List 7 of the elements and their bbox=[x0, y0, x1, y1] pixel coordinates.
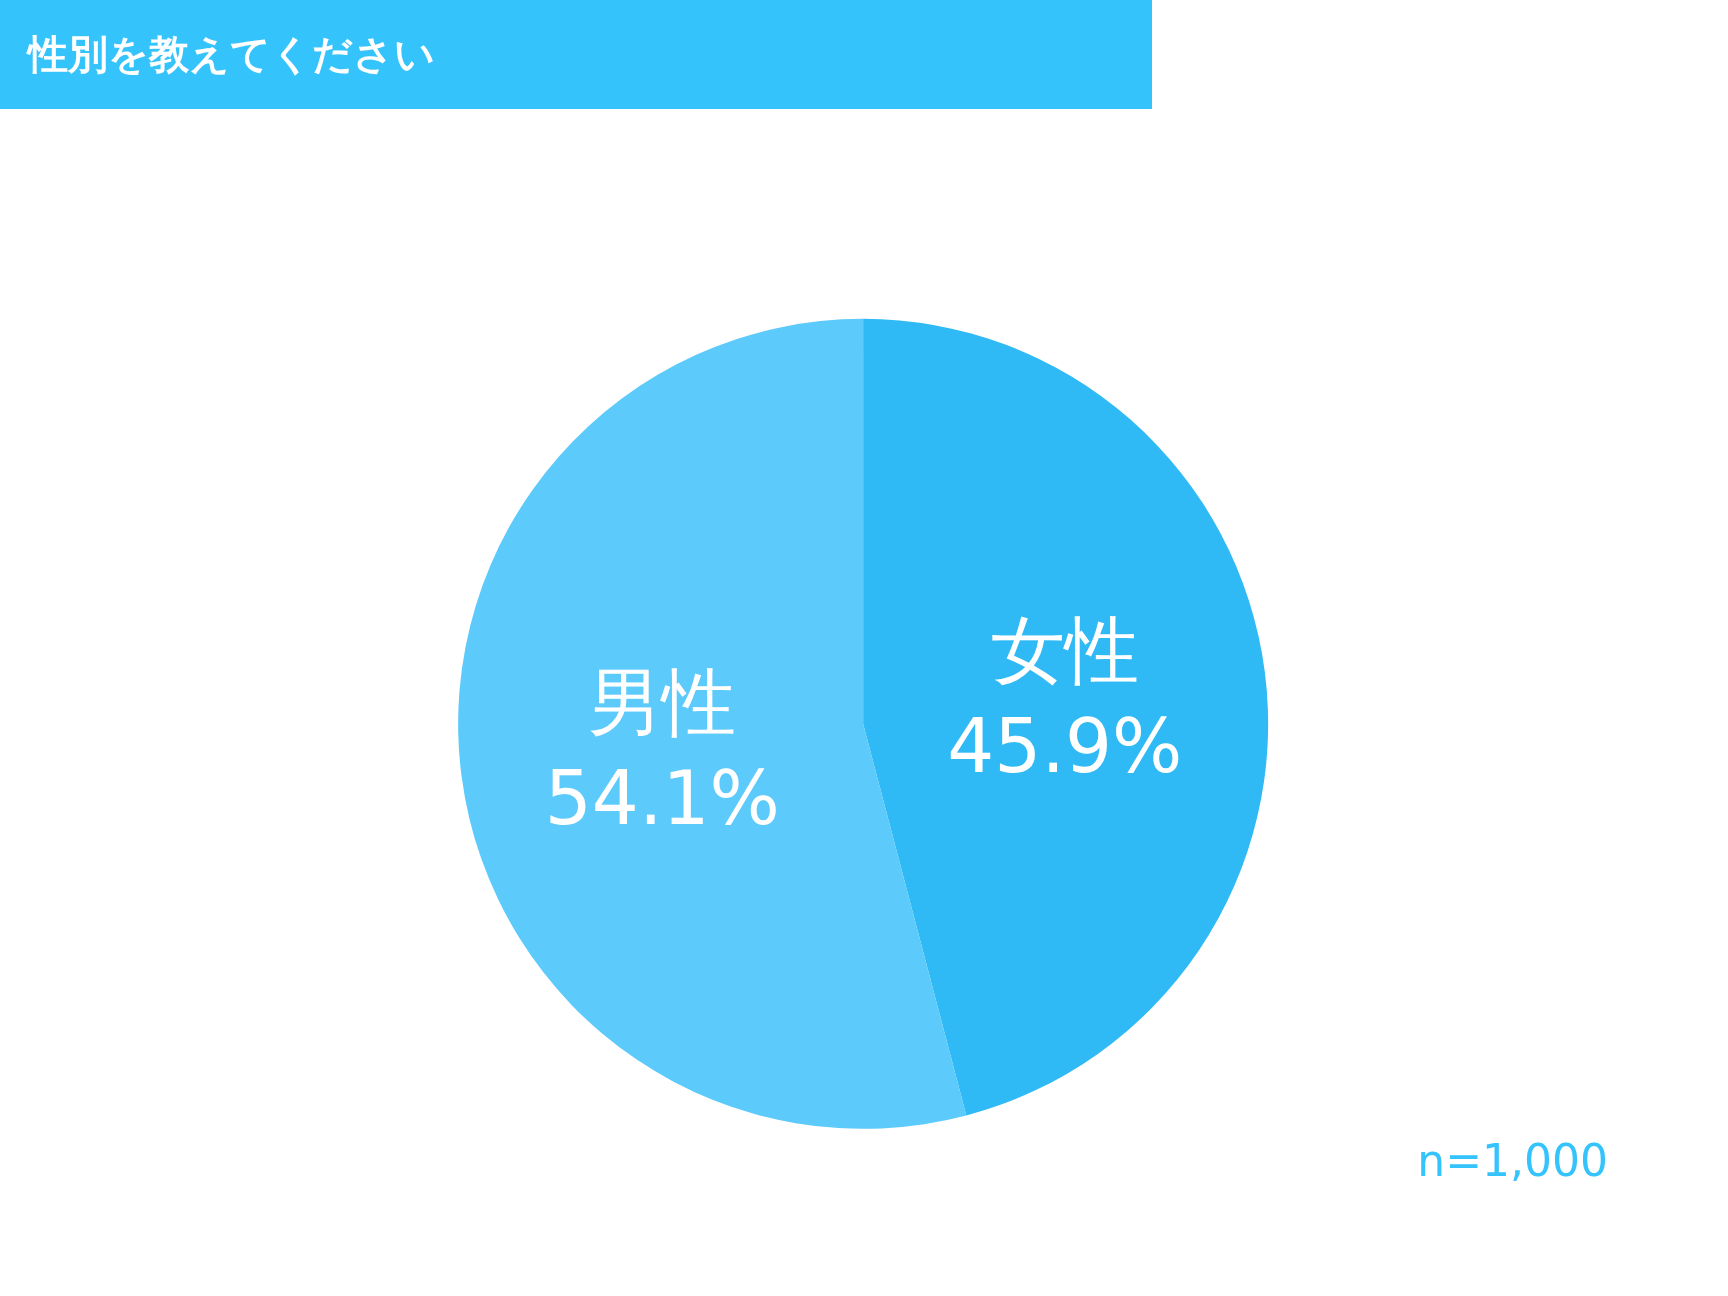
data-label: 54.1% bbox=[544, 754, 780, 841]
slice-label: 女性 bbox=[990, 606, 1139, 693]
slice-label: 男性 bbox=[588, 658, 737, 745]
pie-slice bbox=[863, 318, 1268, 1116]
data-label: 45.9% bbox=[947, 702, 1183, 789]
chart-title: 性別を教えてください bbox=[0, 0, 1152, 109]
text: n=1,000 bbox=[1417, 1135, 1608, 1186]
